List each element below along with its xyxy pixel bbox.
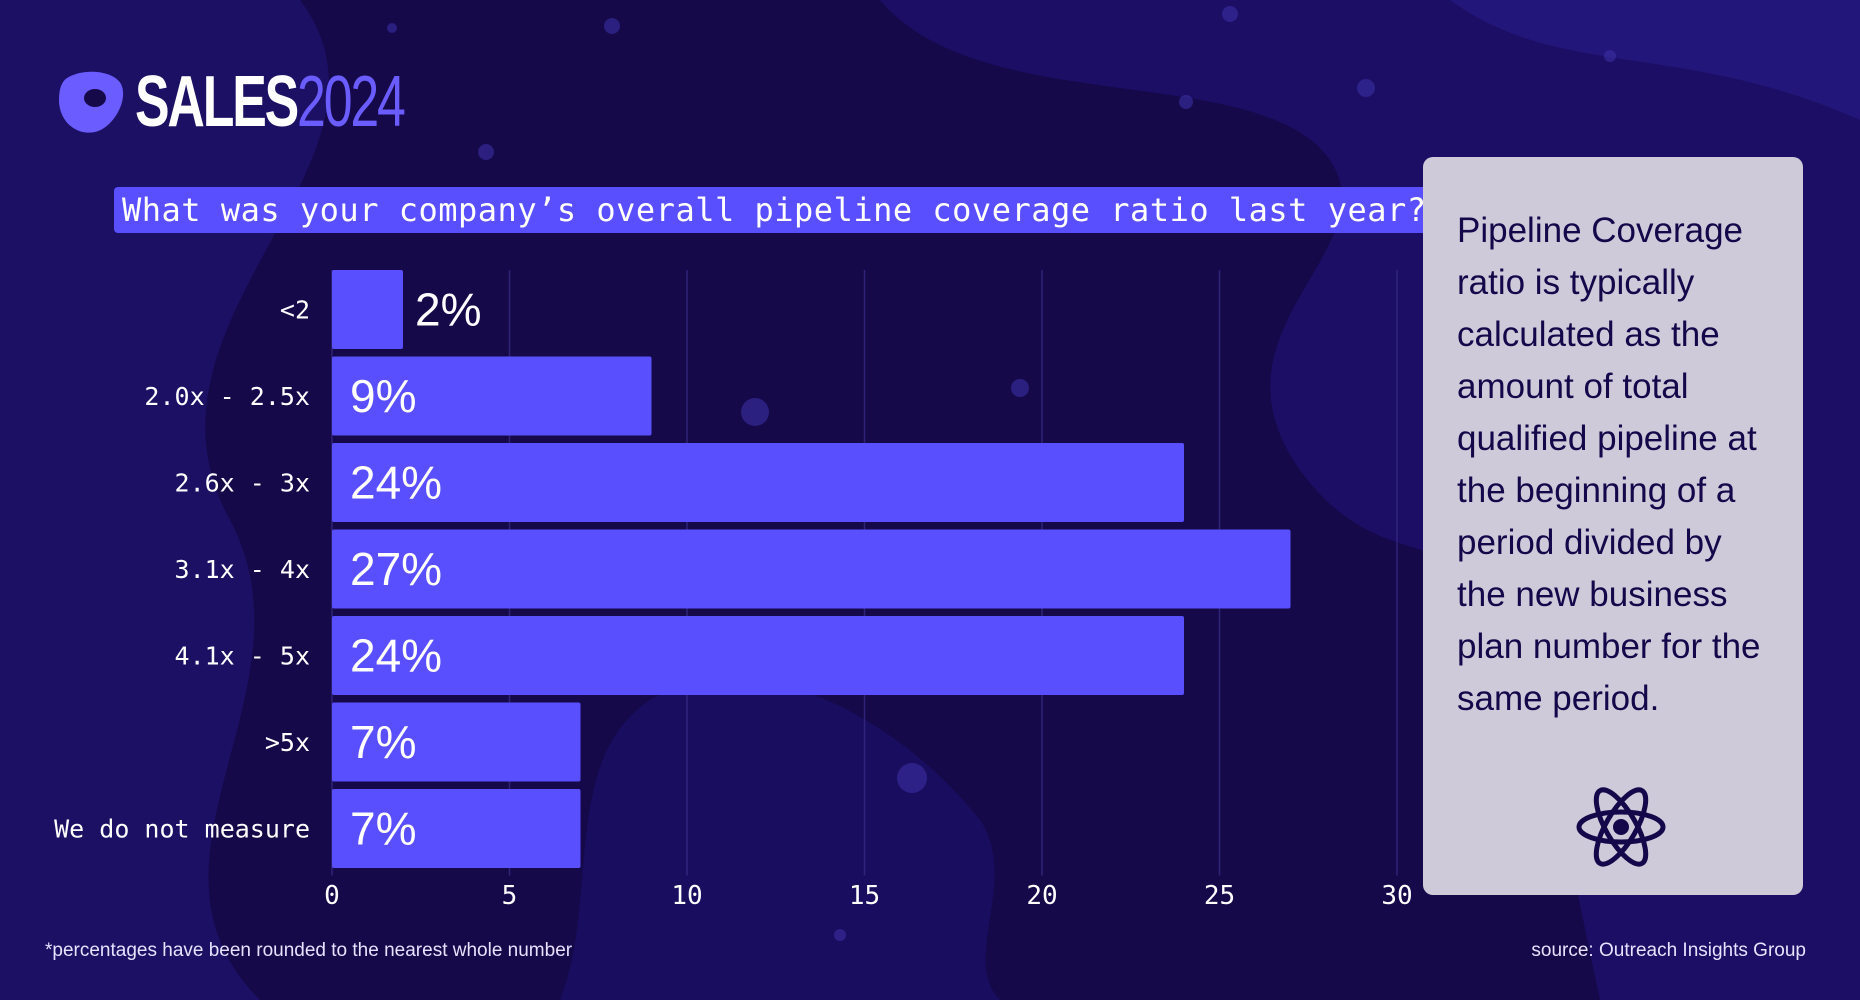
bar (332, 702, 581, 782)
data-label: 24% (350, 630, 442, 682)
bar (332, 789, 581, 868)
x-tick-label: 10 (671, 881, 702, 911)
x-tick-label: 25 (1204, 881, 1235, 911)
definition-text: Pipeline Coverage ratio is typically cal… (1457, 211, 1761, 718)
category-label: 2.0x - 2.5x (144, 382, 310, 411)
footnote: *percentages have been rounded to the ne… (45, 940, 573, 961)
brand-logo: SALES2024 (55, 62, 508, 142)
bar (332, 443, 1184, 522)
data-label: 27% (350, 543, 442, 595)
atom-icon (1576, 787, 1666, 867)
bar (332, 616, 1184, 695)
category-label: 2.6x - 3x (175, 469, 310, 498)
category-label: We do not measure (54, 815, 310, 844)
x-tick-label: 5 (502, 881, 518, 911)
data-label: 2% (415, 284, 481, 336)
definition-card: Pipeline Coverage ratio is typically cal… (1423, 157, 1803, 895)
x-tick-label: 30 (1381, 881, 1412, 911)
brand-wordmark: SALES2024 (135, 66, 406, 138)
data-label: 7% (350, 716, 416, 768)
chart-question: What was your company’s overall pipeline… (114, 187, 1435, 233)
data-label: 9% (350, 370, 416, 422)
x-tick-label: 0 (324, 881, 340, 911)
bar (332, 529, 1291, 609)
x-tick-label: 20 (1026, 881, 1057, 911)
category-label: 3.1x - 4x (175, 555, 310, 584)
bar (332, 270, 403, 349)
data-label: 7% (350, 803, 416, 855)
category-label: >5x (265, 728, 310, 757)
bar (332, 356, 652, 436)
data-label: 24% (350, 457, 442, 509)
brand-year: 2024 (297, 62, 406, 142)
source-credit: source: Outreach Insights Group (1531, 940, 1806, 961)
logo-mark-icon (59, 71, 124, 133)
x-tick-label: 15 (849, 881, 880, 911)
category-label: 4.1x - 5x (175, 642, 310, 671)
brand-word: SALES (135, 62, 299, 142)
category-label: <2 (280, 296, 310, 325)
